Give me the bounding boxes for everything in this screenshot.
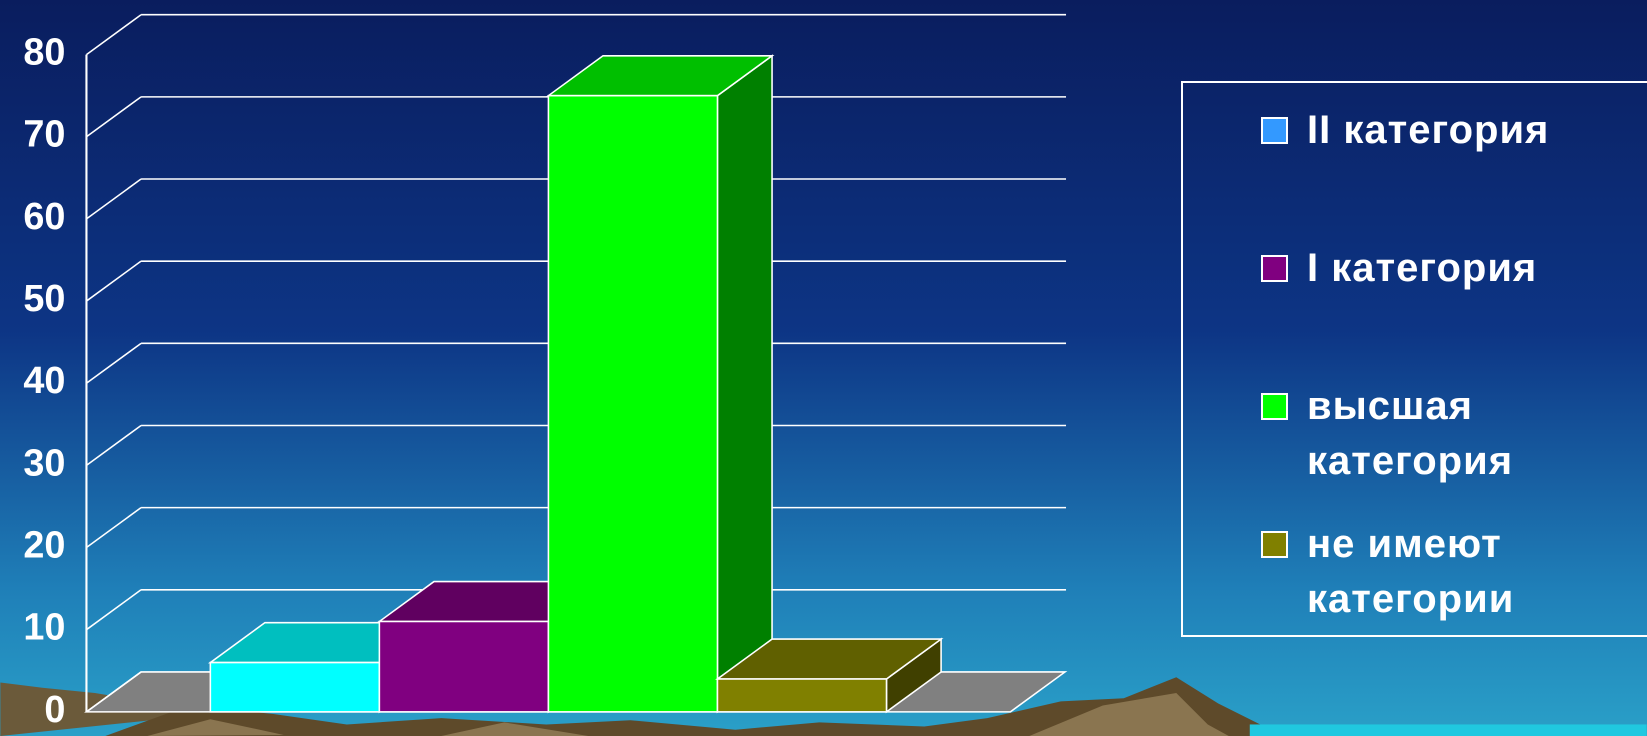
legend-swatch bbox=[1261, 255, 1288, 282]
y-tick-label: 10 bbox=[23, 607, 65, 649]
tick-mark bbox=[85, 96, 142, 138]
tick-mark bbox=[85, 507, 142, 549]
plot-area: 0 10 20 30 40 50 60 70 80 bbox=[23, 13, 1068, 731]
legend-swatch bbox=[1261, 531, 1288, 558]
legend-entry: I категория bbox=[1261, 241, 1627, 296]
y-tick-label: 30 bbox=[23, 442, 65, 484]
legend-entry: не имеют категории bbox=[1261, 517, 1627, 627]
legend-swatch bbox=[1261, 117, 1288, 144]
y-tick-label: 50 bbox=[23, 278, 65, 320]
bar bbox=[378, 620, 550, 713]
tick-mark bbox=[85, 342, 142, 384]
bar bbox=[209, 661, 381, 713]
bar bbox=[716, 678, 888, 713]
tick-mark bbox=[85, 178, 142, 220]
y-tick-label: 80 bbox=[23, 32, 65, 74]
y-tick-label: 0 bbox=[44, 689, 65, 731]
y-tick-label: 40 bbox=[23, 360, 65, 402]
bar-side bbox=[716, 54, 773, 714]
y-tick-label: 60 bbox=[23, 196, 65, 238]
legend-entry: II категория bbox=[1261, 103, 1627, 158]
legend: II категория I категория высшая категория н… bbox=[1181, 81, 1647, 637]
y-tick-label: 70 bbox=[23, 114, 65, 156]
legend-label: не имеют категории bbox=[1307, 522, 1515, 621]
rocks bbox=[0, 677, 1647, 736]
legend-label: II категория bbox=[1307, 108, 1550, 152]
legend-swatch bbox=[1261, 393, 1288, 420]
legend-label: I категория bbox=[1307, 246, 1538, 290]
tick-mark bbox=[85, 14, 142, 56]
legend-label: высшая категория bbox=[1307, 384, 1514, 483]
tick-mark bbox=[85, 424, 142, 467]
bar bbox=[547, 94, 719, 713]
tick-mark bbox=[85, 260, 142, 302]
y-tick-label: 20 bbox=[23, 525, 65, 567]
tick-mark bbox=[85, 589, 142, 631]
tick-mark bbox=[85, 671, 142, 713]
legend-entry: высшая категория bbox=[1261, 379, 1627, 489]
